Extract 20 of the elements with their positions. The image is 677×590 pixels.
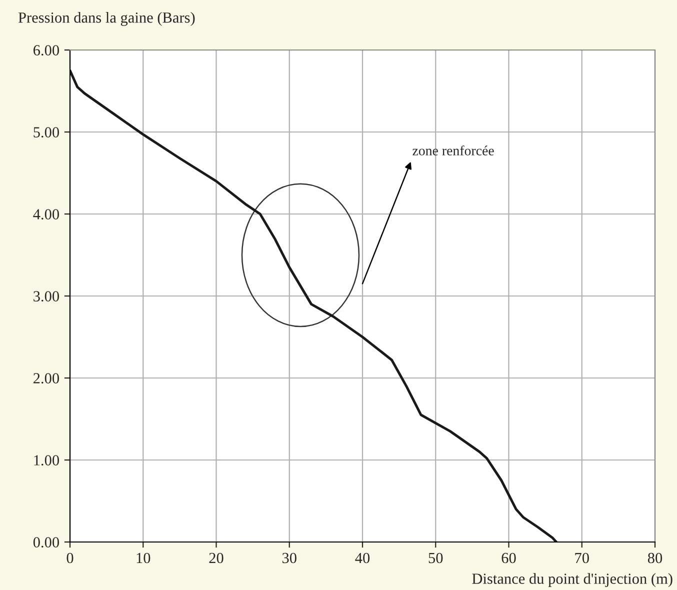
- x-tick-label: 20: [209, 552, 224, 564]
- y-tick-label: 4.00: [33, 209, 59, 220]
- line-series: [70, 69, 558, 542]
- y-tick-label: 3.00: [34, 291, 59, 302]
- y-tick-label: 0.00: [33, 537, 59, 548]
- y-axis-title: Pression dans la gaine (Bars): [18, 12, 195, 26]
- x-tick-label: 30: [282, 552, 296, 564]
- y-tick-label: 5.00: [34, 127, 59, 138]
- y-tick-label: 2.00: [34, 373, 59, 384]
- x-tick-label: 80: [648, 552, 662, 564]
- y-tick-label: 6.00: [34, 45, 59, 56]
- x-tick-label: 60: [502, 552, 516, 564]
- x-tick-label: 0: [66, 552, 74, 564]
- annotation: zone renforcée: [412, 146, 494, 156]
- x-axis-title: Distance du point d'injection (m): [472, 573, 672, 587]
- x-tick-label: 70: [575, 552, 589, 564]
- x-tick-label: 10: [136, 552, 150, 564]
- x-tick-label: 40: [355, 552, 370, 564]
- x-tick-label: 50: [428, 552, 443, 564]
- y-tick-label: 1.00: [34, 455, 59, 466]
